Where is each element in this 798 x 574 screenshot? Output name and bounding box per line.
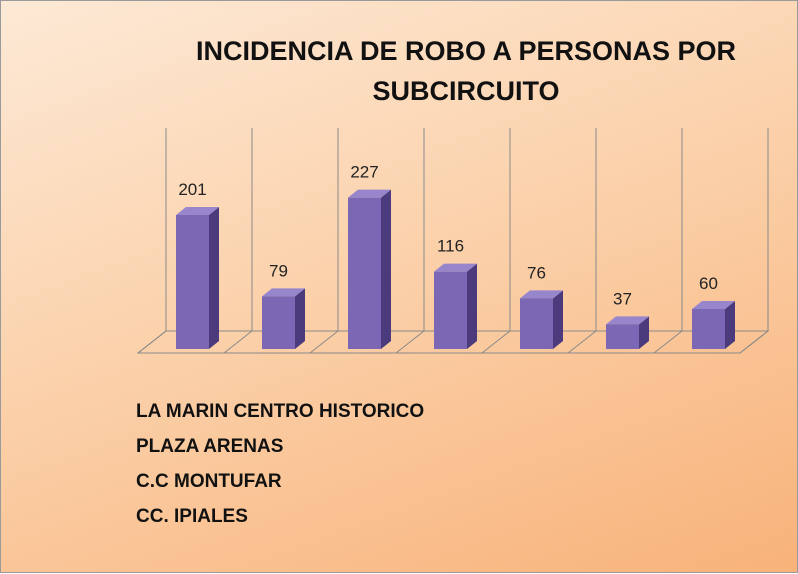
data-label: 227 (350, 163, 378, 182)
bar-side (725, 301, 735, 349)
bar-front (692, 309, 725, 349)
data-label: 116 (437, 237, 464, 256)
bar-front (176, 215, 209, 349)
bar-front (520, 298, 553, 349)
note: CC. IPIALES (136, 506, 248, 527)
bar (176, 207, 219, 349)
bar-top (176, 207, 219, 215)
note: PLAZA ARENAS (136, 436, 284, 457)
floor-line (137, 330, 167, 354)
bar-side (467, 263, 477, 349)
bar (692, 301, 735, 349)
data-label: 37 (613, 289, 632, 308)
note: LA MARIN CENTRO HISTORICO (136, 401, 425, 422)
floor-line (223, 330, 253, 354)
bar-side (209, 207, 219, 349)
bar-top (434, 263, 477, 272)
data-label: 60 (699, 274, 718, 293)
bar-side (381, 189, 391, 349)
bar-front (434, 271, 467, 349)
floor-line (395, 330, 425, 354)
bar-front (606, 324, 639, 349)
bar-side (295, 288, 305, 349)
bar (606, 316, 649, 349)
notes: LA MARIN CENTRO HISTORICO PLAZA ARENAS C.C… (136, 397, 424, 537)
bar (434, 263, 477, 349)
bar-side (553, 290, 563, 349)
bar-top (692, 301, 735, 309)
bar-top (520, 290, 563, 299)
floor-line (739, 330, 769, 354)
bar-top (348, 189, 391, 198)
bar-front (348, 197, 381, 349)
bar-top (606, 316, 649, 325)
bar-front (262, 296, 295, 349)
data-label: 79 (269, 261, 288, 280)
bar (262, 288, 305, 349)
data-label: 201 (178, 180, 206, 199)
floor-line (653, 330, 683, 354)
bar (348, 189, 391, 349)
floor-line (309, 330, 339, 354)
data-label: 76 (527, 263, 546, 282)
floor-line (481, 330, 511, 354)
floor-line (567, 330, 597, 354)
bar (520, 290, 563, 349)
bar-side (639, 316, 649, 349)
bar-top (262, 288, 305, 297)
note: C.C MONTUFAR (136, 471, 282, 492)
chart-title: INCIDENCIA DE ROBO A PERSONAS POR SUBCIR… (195, 36, 737, 106)
